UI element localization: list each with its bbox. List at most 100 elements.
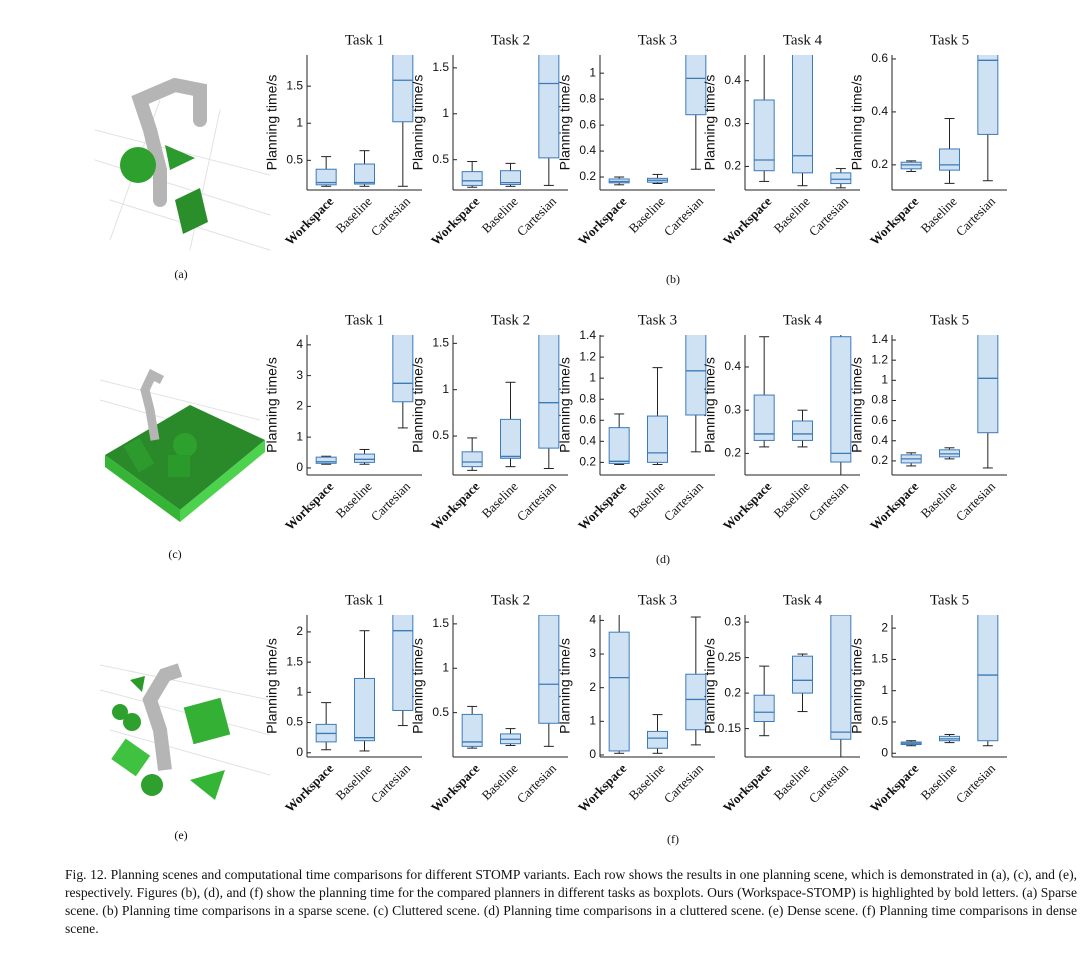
box <box>753 394 775 441</box>
y-tick-label: 0.5 <box>432 428 449 442</box>
y-axis-label: Planning time/s <box>557 638 573 734</box>
y-tick-label: 0.2 <box>724 446 741 460</box>
plot-title: Task 3 <box>638 592 677 608</box>
y-tick-label: 0.8 <box>579 391 596 405</box>
panel-label: (b) <box>666 272 680 286</box>
box <box>354 453 375 463</box>
y-tick-label: 0.8 <box>871 393 888 407</box>
box <box>792 655 813 694</box>
plot-area <box>900 335 999 469</box>
x-tick-label: Cartesian <box>806 760 852 806</box>
y-tick-label: 0.4 <box>871 433 888 447</box>
x-tick-label: Workspace <box>867 760 922 815</box>
box <box>500 170 521 185</box>
y-tick-label: 1.4 <box>871 332 888 346</box>
plot-area <box>315 55 414 187</box>
y-tick-label: 0.5 <box>432 705 449 719</box>
plot-area <box>608 615 707 754</box>
y-tick-label: 0.5 <box>286 153 303 167</box>
box <box>538 55 560 159</box>
y-tick-label: 0.2 <box>871 453 888 467</box>
y-tick-label: 1 <box>296 685 303 699</box>
x-tick-label: Cartesian <box>514 760 560 806</box>
plot-title: Task 4 <box>783 312 823 328</box>
x-tick-label: Cartesian <box>806 193 852 239</box>
x-tick-label: Cartesian <box>368 193 414 239</box>
x-tick-label: Workspace <box>282 193 337 248</box>
plot-area <box>608 55 707 186</box>
box <box>830 615 852 740</box>
boxplot: Task 3 Planning time/s 0.2 0.4 0.6 0.8 1 1.2 1.4… <box>557 312 715 533</box>
x-tick-label: Workspace <box>575 478 630 533</box>
boxplot: Task 5 Planning time/s 0.2 0.4 0.6 0.8 1 1.2 1.4… <box>849 312 1007 533</box>
x-tick-label: Workspace <box>867 478 922 533</box>
y-tick-label: 0.5 <box>871 714 888 728</box>
y-tick-label: 1.5 <box>286 654 303 668</box>
box <box>538 335 560 449</box>
plot-area <box>461 615 560 749</box>
box <box>939 148 960 171</box>
plot-area <box>315 335 414 465</box>
plot-area <box>753 335 852 475</box>
x-tick-label: Workspace <box>428 478 483 533</box>
y-axis-label: Planning time/s <box>264 638 280 734</box>
box <box>900 161 922 170</box>
y-tick-label: 0.2 <box>579 455 596 469</box>
y-axis-label: Planning time/s <box>264 357 280 453</box>
y-tick-label: 0.2 <box>724 685 741 699</box>
y-tick-label: 0.5 <box>286 715 303 729</box>
y-tick-label: 0.5 <box>432 152 449 166</box>
y-tick-label: 1.5 <box>432 60 449 74</box>
plot-title: Task 4 <box>783 32 823 48</box>
y-tick-label: 0 <box>296 460 303 474</box>
y-tick-label: 2 <box>589 680 596 694</box>
box <box>315 168 337 186</box>
box <box>392 335 414 403</box>
panel-label: (d) <box>656 552 670 566</box>
y-tick-label: 0 <box>881 745 888 759</box>
y-axis-label: Planning time/s <box>264 75 280 171</box>
y-tick-label: 0.4 <box>579 143 596 157</box>
plot-area <box>461 335 560 471</box>
plot-area <box>608 335 707 465</box>
y-tick-label: 0.4 <box>724 359 741 373</box>
box <box>392 615 414 711</box>
y-tick-label: 1 <box>296 115 303 129</box>
x-tick-label: Cartesian <box>661 193 707 239</box>
y-tick-label: 2 <box>881 620 888 634</box>
panel-label: (e) <box>174 828 187 842</box>
box <box>354 163 375 185</box>
y-tick-label: 0.6 <box>871 51 888 65</box>
x-tick-label: Cartesian <box>953 760 999 806</box>
y-tick-label: 3 <box>296 368 303 382</box>
plot-area <box>900 55 999 184</box>
box <box>315 456 337 464</box>
box <box>392 55 414 123</box>
box <box>461 713 483 747</box>
y-tick-label: 0.25 <box>718 650 742 664</box>
box <box>608 631 630 752</box>
y-tick-label: 1.2 <box>579 349 596 363</box>
y-tick-label: 1 <box>881 683 888 697</box>
y-tick-label: 1 <box>442 660 449 674</box>
y-tick-label: 0.15 <box>718 721 742 735</box>
x-tick-label: Workspace <box>720 760 775 815</box>
y-axis-label: Planning time/s <box>849 75 865 171</box>
box <box>753 694 775 722</box>
x-tick-label: Workspace <box>720 193 775 248</box>
y-tick-label: 0.6 <box>871 413 888 427</box>
x-tick-label: Workspace <box>282 760 337 815</box>
x-tick-label: Cartesian <box>514 478 560 524</box>
panel-label: (f) <box>667 832 679 846</box>
y-axis-label: Planning time/s <box>410 357 426 453</box>
box <box>608 427 630 464</box>
plot-title: Task 1 <box>345 592 384 608</box>
